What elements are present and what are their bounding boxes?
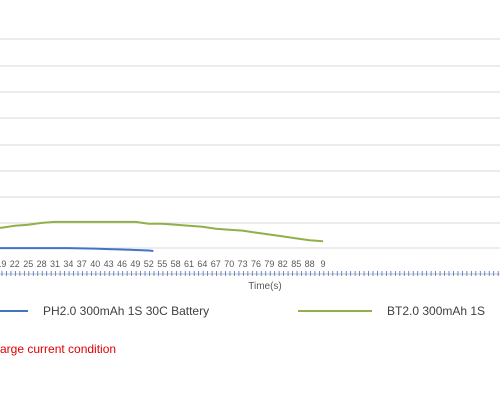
series-lines (0, 220, 324, 252)
legend-label-series-2: BT2.0 300mAh 1S (387, 304, 485, 318)
legend-label-series-1: PH2.0 300mAh 1S 30C Battery (43, 304, 209, 318)
x-tick-label: 37 (77, 259, 87, 269)
x-tick-label: 40 (90, 259, 100, 269)
x-axis-title: Time(s) (248, 281, 282, 292)
series-line-1 (0, 247, 154, 252)
x-tick-label: 64 (197, 259, 207, 269)
chart-caption: arge current condition (0, 342, 117, 356)
x-tick-label: 73 (238, 259, 248, 269)
x-tick-label: 76 (251, 259, 261, 269)
x-tick-label: 43 (104, 259, 114, 269)
x-tick-label: 31 (50, 259, 60, 269)
x-tick-label: 19 (0, 259, 6, 269)
x-tick-label: 88 (305, 259, 315, 269)
x-axis (0, 271, 500, 276)
x-tick-label: 67 (211, 259, 221, 269)
x-tick-label: 52 (144, 259, 154, 269)
x-tick-label: 70 (224, 259, 234, 269)
x-tick-label: 28 (37, 259, 47, 269)
x-tick-label: 9 (320, 259, 325, 269)
gridlines (0, 38, 500, 249)
legend: PH2.0 300mAh 1S 30C Battery BT2.0 300mAh… (0, 304, 485, 318)
x-tick-label: 49 (130, 259, 140, 269)
series-line-2 (0, 220, 324, 243)
x-tick-label: 46 (117, 259, 127, 269)
x-tick-label: 79 (264, 259, 274, 269)
x-tick-label: 34 (63, 259, 73, 269)
x-tick-label: 25 (23, 259, 33, 269)
x-tick-label: 55 (157, 259, 167, 269)
x-tick-label: 85 (291, 259, 301, 269)
x-tick-label: 58 (171, 259, 181, 269)
x-tick-label: 61 (184, 259, 194, 269)
x-tick-label: 22 (10, 259, 20, 269)
x-tick-label: 82 (278, 259, 288, 269)
